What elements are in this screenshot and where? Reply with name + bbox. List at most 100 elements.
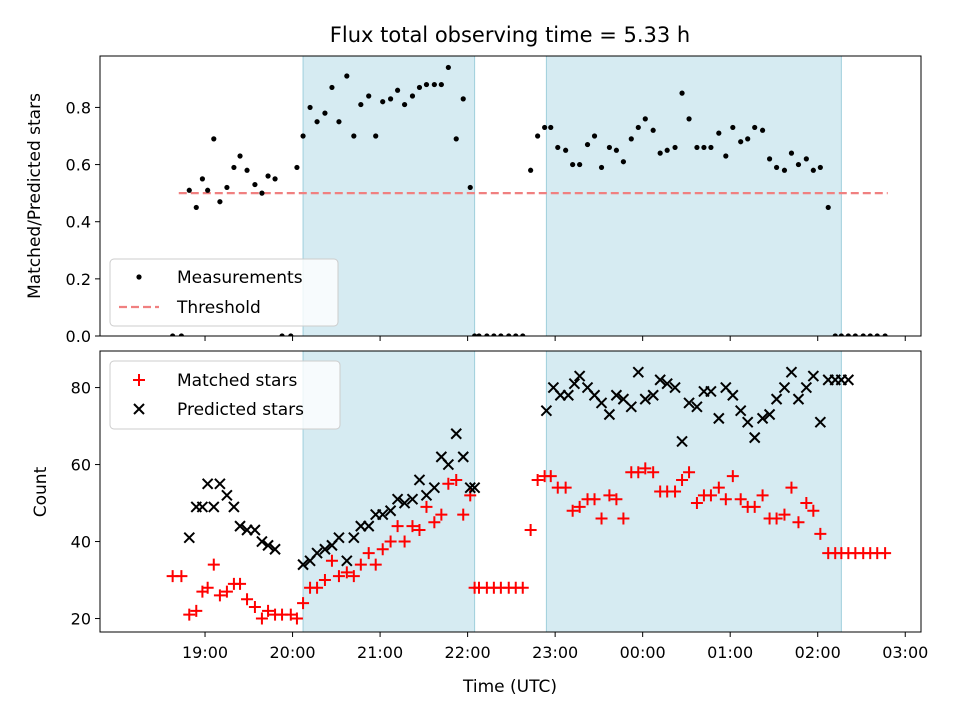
top-y-tick-label: 0.8 [66,98,91,117]
matched-star-point [262,604,275,617]
measurement-point [294,164,300,171]
matched-star-point [241,593,254,606]
predicted-star-point [778,381,791,394]
matched-star-point [201,581,214,594]
predicted-star-point [756,412,769,425]
top-legend-box [109,258,339,327]
measurement-point [867,333,873,336]
measurement-point [563,147,569,153]
predicted-star-point [348,531,360,544]
predicted-star-point [208,501,220,513]
matched-star-point [207,558,220,571]
matched-star-point [213,589,226,602]
bottom-y-tick-label: 60 [71,456,91,475]
measurement-point [211,136,217,142]
measurement-point [224,184,230,191]
matched-star-point [248,600,261,613]
x-tick-label: 02:00 [795,643,841,662]
matched-star-point [712,481,725,494]
measurement-point [373,133,379,139]
matched-star-point [603,489,616,502]
measurement-point [860,333,866,336]
predicted-star-point [428,481,441,494]
top-axes-frame [99,55,922,337]
x-tick-label: 01:00 [707,643,753,662]
measurement-point [237,153,243,159]
measurement-point [606,144,613,151]
top-axes: 0.0 0.2 0.4 0.6 0.8 [66,55,922,346]
matched-star-point [376,543,389,556]
matched-star-point [676,473,689,486]
predicted-star-point [734,404,747,417]
measurement-point [838,333,844,336]
legend-predicted-marker [133,403,145,415]
measurement-point [506,333,512,336]
measurement-point [193,204,199,211]
measurement-point [498,333,504,336]
measurement-point [788,150,795,156]
matched-star-point [610,493,623,506]
matched-star-point [398,535,411,548]
predicted-star-point [676,435,688,448]
matched-star-point [807,504,820,517]
matched-star-point [639,462,652,475]
predicted-star-point [201,478,214,490]
measurement-point [752,124,758,131]
measurement-point [217,199,223,205]
matched-star-point [428,516,441,529]
bottom-y-axis-label: Count [31,466,51,517]
measurement-point [613,147,620,153]
bottom-plot-area [166,366,892,625]
legend-matched-marker [133,374,145,386]
predicted-star-point [413,474,426,486]
predicted-star-point [450,428,462,440]
predicted-star-point [234,520,246,532]
predicted-star-point [196,501,209,513]
top-y-tick-label: 0.2 [66,270,91,289]
predicted-star-point [468,481,481,494]
measurement-point [336,119,342,125]
predicted-star-point [391,493,404,505]
matched-star-point [785,481,798,494]
matched-star-point [531,473,544,486]
legend-predicted-label: Predicted stars [177,400,304,420]
matched-star-point [384,535,397,548]
measurement-point [272,176,278,182]
matched-star-point [420,500,433,513]
measurement-point [329,84,335,91]
predicted-star-point [691,401,703,413]
predicted-star-point [256,535,268,548]
predicted-star-point [785,366,798,378]
measurement-point [716,130,722,136]
measurement-point [244,167,250,173]
predicted-star-point [214,478,226,490]
predicted-star-point [763,408,776,421]
top-y-tick-label: 0.4 [66,213,91,232]
matched-star-point [683,466,696,479]
matched-star-point [778,508,791,521]
matched-star-point [544,470,557,483]
matched-star-point [413,523,426,536]
measurement-point [598,164,605,171]
x-tick-label: 21:00 [357,643,403,662]
matched-star-point [800,497,813,510]
predicted-star-point [341,555,353,567]
measurement-point [584,141,591,148]
matched-star-point [573,500,586,513]
bottom-y-tick-label: 80 [71,379,91,398]
matched-star-point [318,574,331,587]
chart-title: Flux total observing time = 5.33 h [330,23,690,47]
x-tick-label: 19:00 [182,643,228,662]
matched-star-point [234,577,247,590]
matched-star-point [719,493,732,506]
predicted-star-point [632,366,644,378]
legend-measurements-marker [136,274,142,280]
top-y-tick-label: 0.0 [66,327,91,346]
measurement-point [259,190,265,196]
predicted-star-point [814,416,827,428]
measurement-point [199,176,206,182]
measurement-point [723,153,729,159]
predicted-star-point [362,520,375,532]
measurement-point [453,136,459,142]
measurement-point [366,93,372,99]
